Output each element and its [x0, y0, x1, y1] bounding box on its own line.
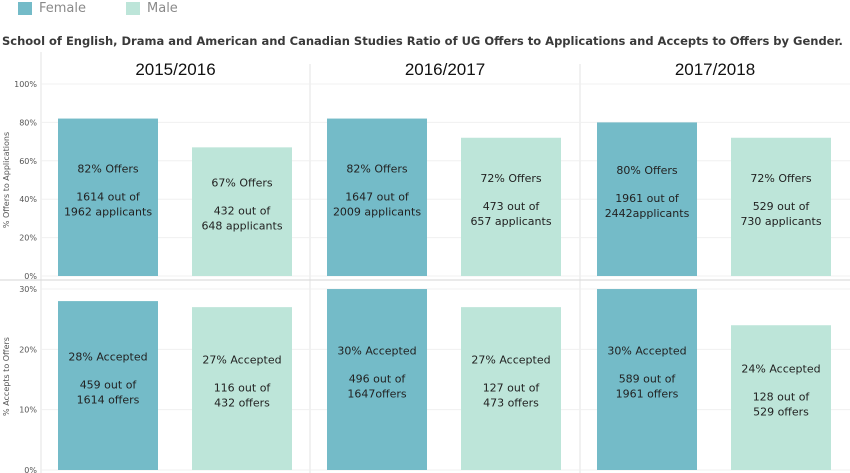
bar-label-row1-2017-2018-male-line1: 72% Offers — [750, 172, 811, 185]
bar-row1-2017-2018-female — [597, 122, 697, 277]
bar-label-row1-2015-2016-female-line1: 82% Offers — [77, 162, 138, 175]
bar-label-row2-2016-2017-female-line1: 30% Accepted — [337, 345, 416, 358]
legend-label-female: Female — [39, 0, 87, 16]
bar-label-row2-2017-2018-female-line1: 30% Accepted — [607, 345, 686, 358]
y-tick-label-row2-10: 10% — [19, 406, 37, 415]
legend-item-female[interactable]: Female — [18, 1, 86, 16]
chart-title: School of English, Drama and American an… — [2, 34, 843, 48]
bar-label-row1-2015-2016-female-line3: 1962 applicants — [64, 205, 152, 218]
bar-label-row1-2015-2016-male-line1: 67% Offers — [211, 177, 272, 190]
bar-row1-2016-2017-male — [461, 137, 561, 276]
bar-label-row1-2016-2017-female-line2: 1647 out of — [345, 190, 410, 203]
y-axis-label-row1: % Offers to Applications — [2, 132, 11, 228]
bar-row1-2015-2016-male — [192, 147, 292, 276]
legend-swatch-male — [126, 1, 141, 15]
y-tick-label-row1-0: 0% — [24, 272, 37, 281]
bar-label-row2-2017-2018-male-line1: 24% Accepted — [741, 363, 820, 376]
bar-label-row1-2017-2018-male-line3: 730 applicants — [740, 215, 821, 228]
bar-row2-2015-2016-female — [58, 301, 158, 470]
column-title-2015-2016: 2015/2016 — [135, 60, 215, 79]
bar-label-row1-2017-2018-female-line1: 80% Offers — [616, 164, 677, 177]
bar-label-row1-2015-2016-male-line2: 432 out of — [214, 205, 272, 218]
bar-row2-2017-2018-female — [597, 289, 697, 470]
bar-label-row1-2017-2018-male-line2: 529 out of — [753, 200, 811, 213]
bar-label-row2-2016-2017-male-line3: 473 offers — [483, 397, 539, 410]
y-tick-label-row1-100: 100% — [14, 80, 37, 89]
y-tick-label-row2-30: 30% — [19, 285, 37, 294]
bar-label-row1-2015-2016-female-line2: 1614 out of — [76, 190, 141, 203]
column-title-2016-2017: 2016/2017 — [405, 60, 485, 79]
y-axis-label-row2: % Accepts to Offers — [2, 337, 11, 416]
bar-label-row1-2016-2017-male-line2: 473 out of — [483, 200, 541, 213]
legend-swatch-female — [18, 1, 32, 15]
bar-row2-2016-2017-female — [327, 289, 427, 470]
bar-label-row2-2015-2016-female-line1: 28% Accepted — [68, 351, 147, 364]
bar-label-row1-2016-2017-male-line1: 72% Offers — [480, 172, 541, 185]
bar-label-row2-2017-2018-female-line2: 589 out of — [619, 373, 677, 386]
bar-label-row2-2015-2016-female-line3: 1614 offers — [77, 394, 140, 407]
bar-label-row1-2016-2017-female-line3: 2009 applicants — [333, 205, 421, 218]
y-tick-label-row1-60: 60% — [19, 157, 37, 166]
bar-label-row2-2015-2016-male-line2: 116 out of — [214, 382, 272, 395]
bar-label-row2-2015-2016-male-line1: 27% Accepted — [202, 354, 281, 367]
bar-label-row2-2016-2017-male-line1: 27% Accepted — [471, 354, 550, 367]
bar-label-row1-2017-2018-female-line2: 1961 out of — [615, 192, 680, 205]
y-tick-label-row1-40: 40% — [19, 195, 37, 204]
bar-row1-2015-2016-female — [58, 118, 158, 276]
bar-label-row2-2015-2016-male-line3: 432 offers — [214, 397, 270, 410]
legend-label-male: Male — [147, 0, 178, 16]
bar-row2-2015-2016-male — [192, 307, 292, 470]
y-tick-label-row1-20: 20% — [19, 234, 37, 243]
legend: Female Male — [18, 0, 218, 16]
bar-label-row1-2015-2016-male-line3: 648 applicants — [201, 220, 282, 233]
bar-label-row1-2017-2018-female-line3: 2442applicants — [605, 207, 690, 220]
bar-label-row2-2016-2017-male-line2: 127 out of — [483, 382, 541, 395]
bar-row1-2016-2017-female — [327, 118, 427, 276]
bar-label-row1-2016-2017-male-line3: 657 applicants — [470, 215, 551, 228]
bar-label-row2-2017-2018-male-line3: 529 offers — [753, 406, 809, 419]
bar-label-row2-2015-2016-female-line2: 459 out of — [80, 379, 138, 392]
bar-label-row2-2017-2018-female-line3: 1961 offers — [616, 388, 679, 401]
y-tick-label-row2-0: 0% — [24, 466, 37, 473]
bar-label-row2-2016-2017-female-line2: 496 out of — [349, 373, 407, 386]
bar-row2-2017-2018-male — [731, 325, 831, 470]
bar-row1-2017-2018-male — [731, 137, 831, 276]
y-tick-label-row2-20: 20% — [19, 345, 37, 354]
bar-row2-2016-2017-male — [461, 307, 561, 470]
bar-label-row1-2016-2017-female-line1: 82% Offers — [346, 162, 407, 175]
bar-label-row2-2017-2018-male-line2: 128 out of — [753, 391, 811, 404]
legend-item-male[interactable]: Male — [126, 1, 178, 16]
y-tick-label-row1-80: 80% — [19, 118, 37, 127]
column-title-2017-2018: 2017/2018 — [675, 60, 755, 79]
bar-label-row2-2016-2017-female-line3: 1647offers — [347, 388, 407, 401]
